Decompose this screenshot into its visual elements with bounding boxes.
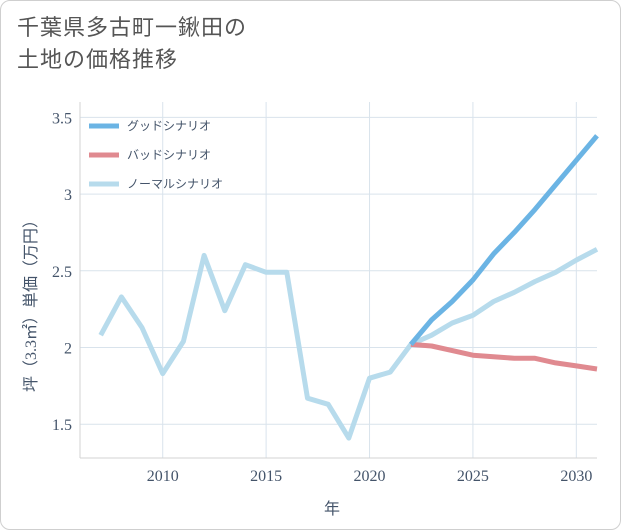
x-tick-label: 2020 [354,468,386,485]
y-tick-labels: 1.5 2 2.5 3 3.5 [52,110,72,434]
y-tick-label: 3 [64,187,72,204]
chart-title-line-2: 土地の価格推移 [17,48,179,73]
chart-title-line-1: 千葉県多古町一鍬田の [17,16,248,41]
x-tick-label: 2010 [147,468,179,485]
x-tick-labels: 2010 2015 2020 2025 2030 [147,468,593,485]
y-tick-label: 2.5 [52,264,72,281]
chart-title: 千葉県多古町一鍬田の 土地の価格推移 [17,13,247,77]
y-tick-label: 1.5 [52,417,72,434]
y-axis-title: 坪（3.3㎡）単価（万円） [22,212,40,392]
x-tick-label: 2030 [560,468,592,485]
series-line-0 [408,134,599,347]
series-lines [98,134,599,441]
legend-label: ノーマルシナリオ [127,177,223,191]
legend-label: バッドシナリオ [127,148,211,162]
y-tick-label: 2 [64,341,72,358]
x-tick-label: 2025 [457,468,489,485]
x-tick-label: 2015 [250,468,282,485]
legend-label: グッドシナリオ [127,119,211,133]
plot-area [80,102,597,458]
y-tick-label: 3.5 [52,110,72,127]
series-line-2 [98,247,599,441]
axis-lines [79,102,597,459]
x-axis-title: 年 [324,500,340,518]
series-line-1 [410,341,598,372]
